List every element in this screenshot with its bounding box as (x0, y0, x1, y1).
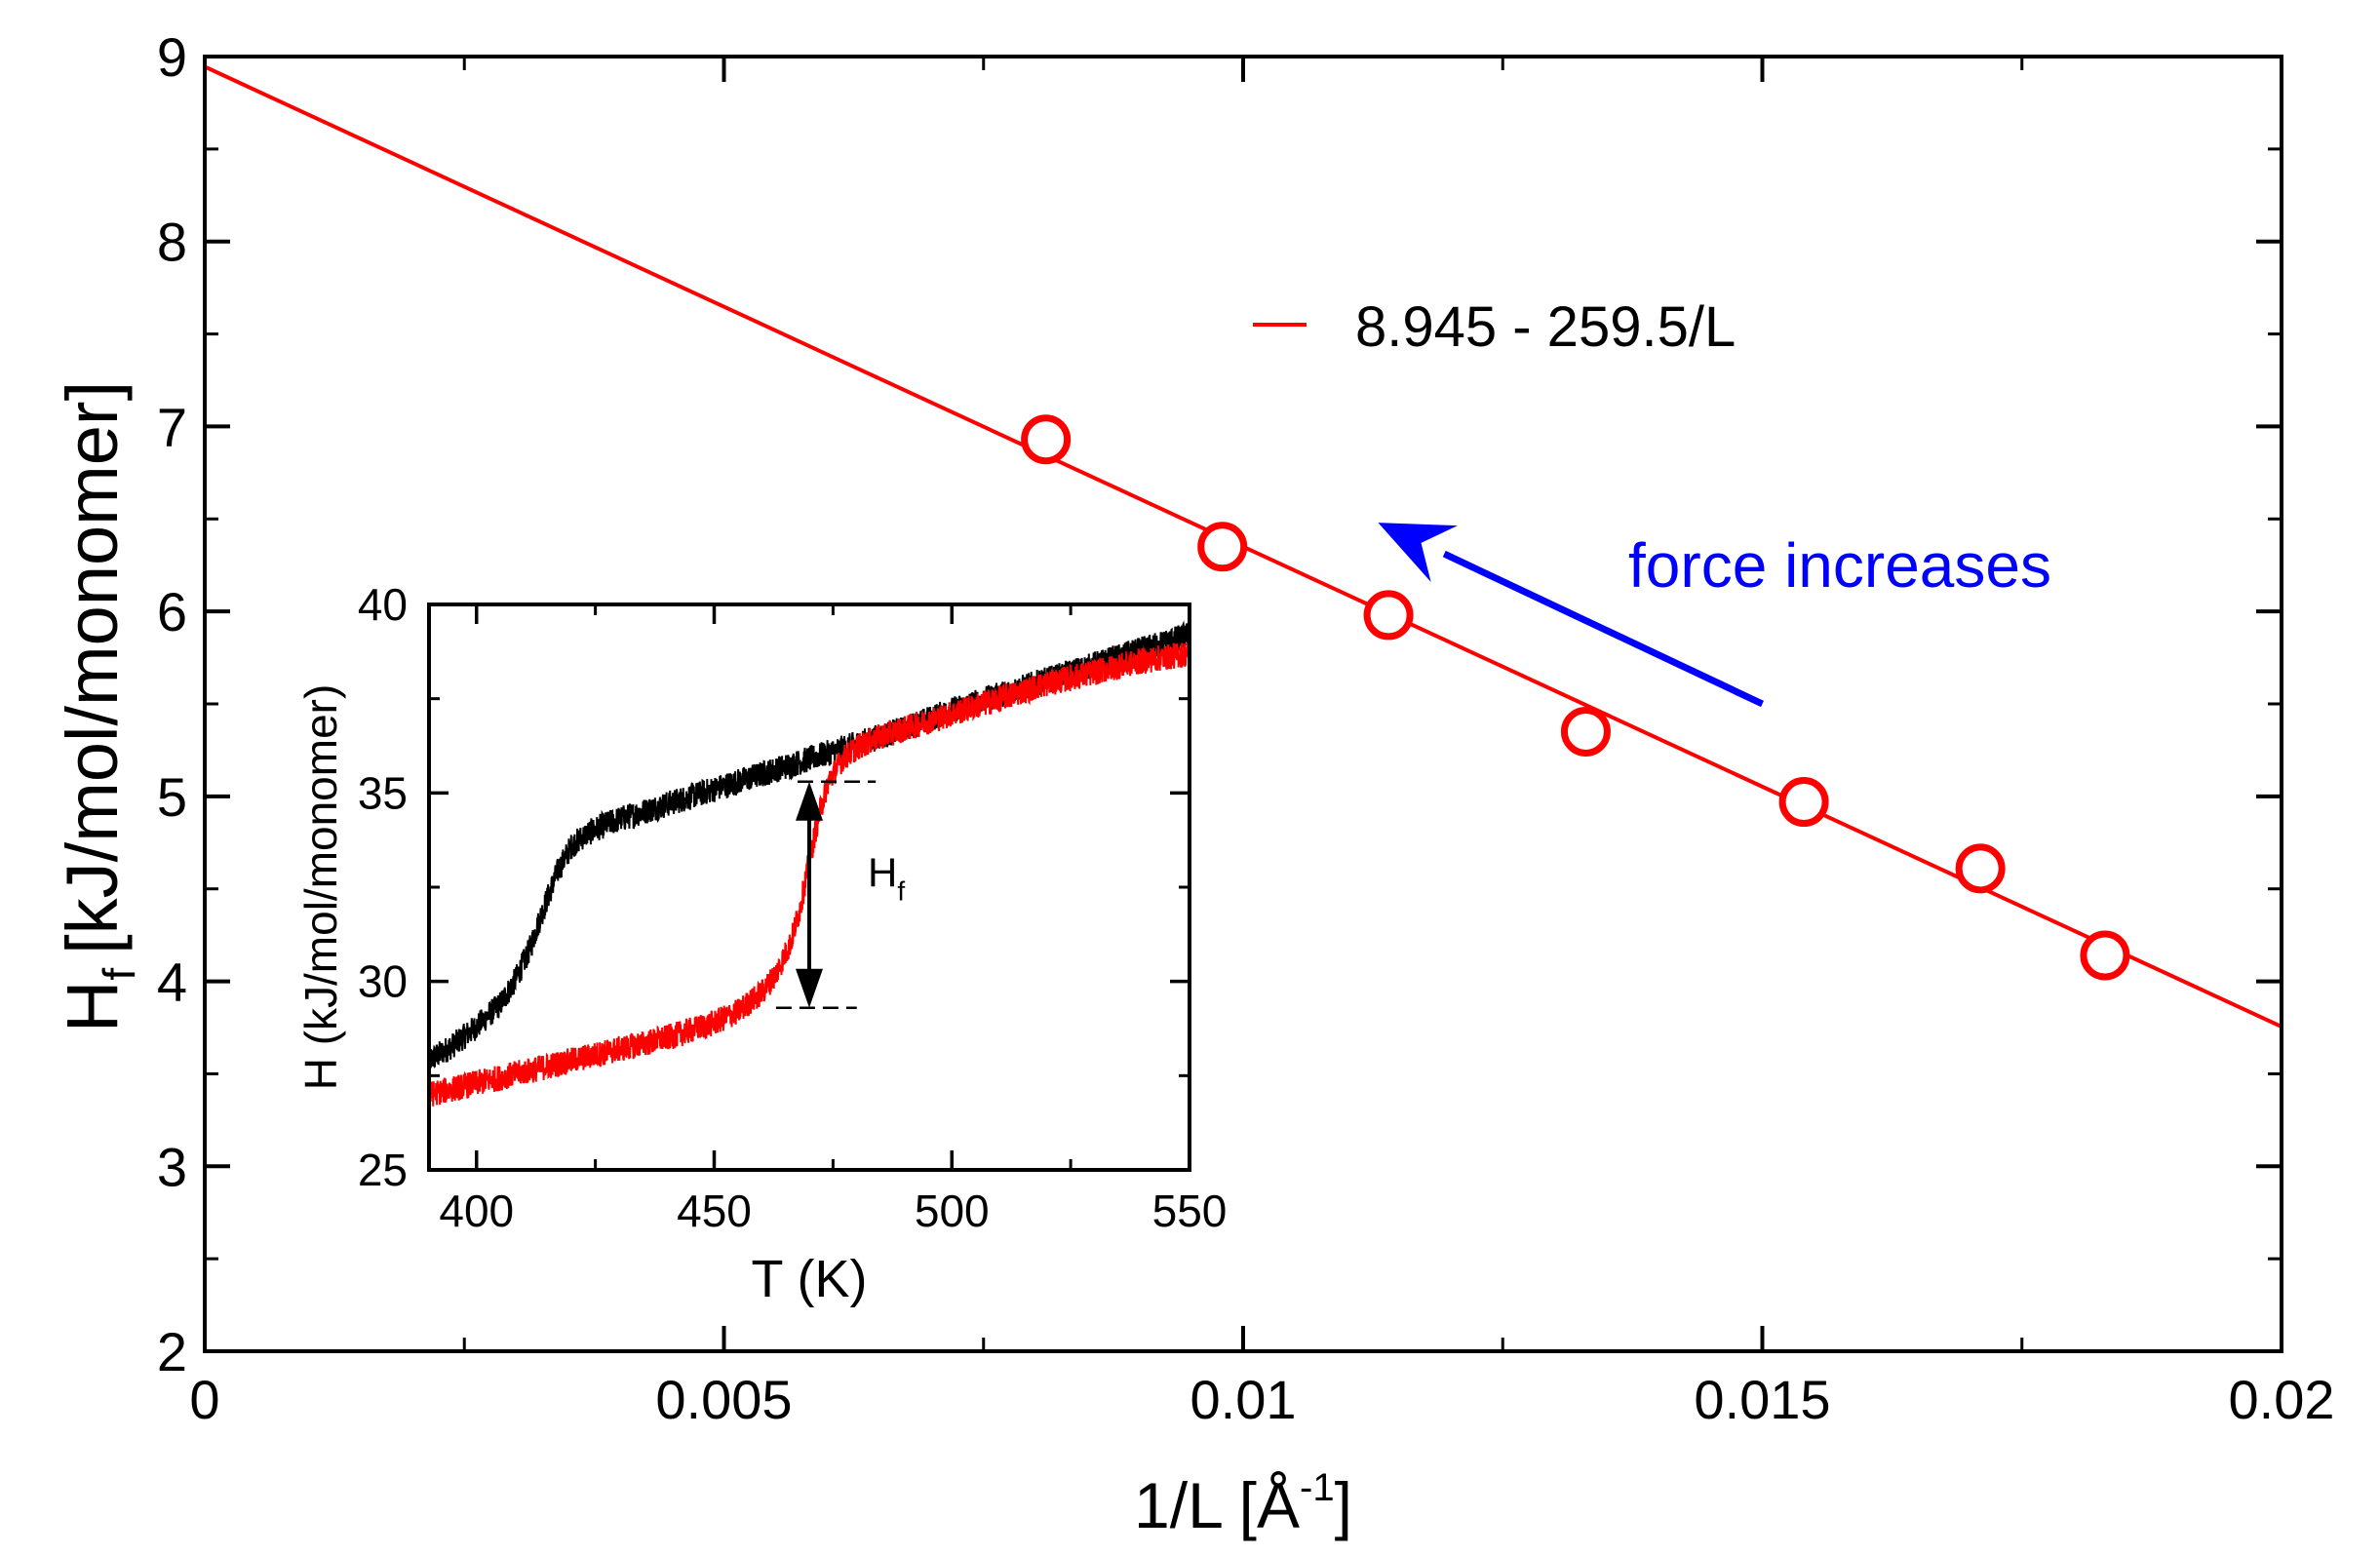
inset-tick-labels: 400 450 500 550 25 30 35 40 (358, 579, 1228, 1236)
inset-series-black (429, 620, 1190, 1069)
hf-arrow-head-bottom (796, 968, 823, 1008)
y-axis-label-rest: [kJ/mol/monomer] (52, 381, 133, 954)
force-annotation: force increases (1378, 523, 2051, 708)
y-tick-label: 9 (157, 26, 187, 88)
inset-x-tick-label: 450 (677, 1186, 752, 1236)
hf-label-sub: f (897, 876, 905, 907)
inset-x-tick-label: 500 (915, 1186, 990, 1236)
y-axis-label-sub: f (94, 968, 144, 981)
y-tick-label: 5 (157, 766, 187, 828)
hf-annotation: Hf (775, 780, 905, 1009)
inset-y-tick-label: 40 (358, 579, 408, 630)
x-tick-label: 0 (189, 1369, 219, 1430)
y-tick-label: 7 (157, 396, 187, 457)
data-point (1197, 522, 1248, 572)
x-tick-label: 0.005 (655, 1369, 792, 1430)
x-axis-label: 1/L [Å-1] (1134, 1466, 1352, 1541)
x-tick-label: 0.02 (2229, 1369, 2335, 1430)
inset-x-tick-label: 400 (439, 1186, 514, 1236)
data-point (2080, 930, 2130, 981)
force-arrow (1442, 550, 1764, 708)
inset-frame (427, 603, 1191, 1172)
hf-arrow-head-top (796, 781, 823, 821)
y-tick-label: 6 (157, 581, 187, 642)
data-point (1955, 843, 2006, 894)
legend-label: 8.945 - 259.5/L (1355, 295, 1736, 359)
data-point (1363, 590, 1414, 641)
inset-y-tick-label: 25 (358, 1145, 408, 1195)
force-arrow-head (1378, 523, 1458, 583)
x-axis-label-end: ] (1335, 1469, 1352, 1541)
y-tick-label: 2 (157, 1321, 187, 1382)
data-point (1778, 777, 1829, 828)
inset-y-tick-label: 30 (358, 956, 408, 1007)
x-axis-label-sup: -1 (1300, 1466, 1335, 1509)
data-point (1021, 414, 1072, 465)
y-tick-label: 4 (157, 952, 187, 1013)
main-tick-labels: 0 0.005 0.01 0.015 0.02 2 3 4 5 6 7 8 9 (157, 26, 2335, 1430)
main-plot-frame (203, 55, 2283, 1353)
svg-text:Hf: Hf (868, 850, 905, 907)
main-plot: 0 0.005 0.01 0.015 0.02 2 3 4 5 6 7 8 9 8.945 - 259.… (52, 26, 2335, 1541)
x-tick-label: 0.01 (1190, 1369, 1297, 1430)
force-increases-label: force increases (1628, 530, 2051, 601)
y-tick-label: 3 (157, 1136, 187, 1197)
y-axis-label: Hf [kJ/mol/monomer] (52, 381, 144, 1032)
hf-label-main: H (868, 850, 897, 896)
x-tick-label: 0.015 (1694, 1369, 1830, 1430)
data-markers (1021, 414, 2130, 981)
inset-y-tick-label: 35 (358, 767, 408, 818)
inset-x-tick-label: 550 (1152, 1186, 1228, 1236)
y-axis-label-main: H (52, 981, 133, 1032)
svg-text:Hf[kJ/mol/monomer]: Hf [kJ/mol/monomer] (52, 381, 144, 1032)
svg-text:1/L [Å-1]: 1/L [Å-1] (1134, 1466, 1352, 1541)
y-tick-label: 8 (157, 212, 187, 273)
data-point (1560, 706, 1611, 757)
legend: 8.945 - 259.5/L (1253, 295, 1736, 359)
inset-plot: Hf 400 450 500 550 25 30 35 40 T (K) H (kJ/mol/… (295, 579, 1227, 1308)
x-axis-label-text: 1/L [Å (1134, 1469, 1300, 1541)
inset-y-axis-label: H (kJ/mol/monomer) (295, 684, 346, 1091)
inset-x-axis-label: T (K) (752, 1250, 868, 1308)
